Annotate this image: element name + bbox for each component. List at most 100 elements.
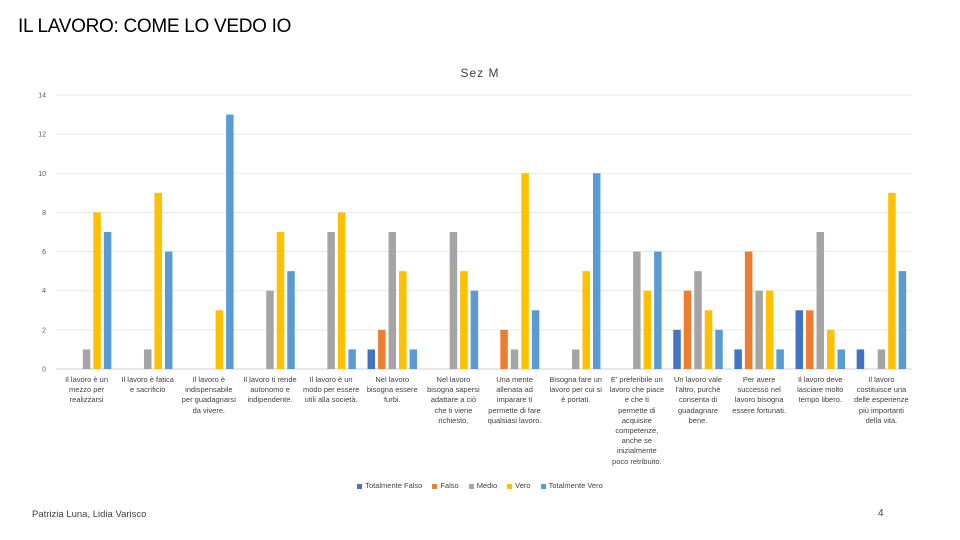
x-category-label: Per avere successo nel lavoro bisogna esser…	[728, 375, 790, 416]
bar-vero-2	[154, 192, 162, 369]
bar-vero-3	[215, 310, 224, 369]
bar-totalmente-vero-6	[409, 349, 418, 369]
x-category-label-line: Il lavoro è fatica	[121, 375, 174, 384]
chart-title: Sez M	[460, 66, 500, 80]
x-category-label-line: furbi.	[383, 395, 401, 405]
bar-vero-4	[276, 232, 285, 369]
x-category-label-line: Per avere	[742, 375, 776, 384]
x-category-label: Bisogna fare un lavoro per cui si è portat…	[545, 375, 607, 406]
x-category-label-line: inizialmente	[617, 446, 657, 456]
legend-label: Totalmente Falso	[365, 481, 423, 490]
x-category-label-line: bene.	[688, 415, 708, 425]
legend-label: Totalmente Vero	[548, 481, 603, 490]
x-category-label-line: e sacrificio	[129, 385, 166, 395]
bar-totalmente-vero-5	[348, 349, 356, 369]
x-category-label-line: permette di fare	[488, 405, 541, 415]
x-category-label-line: bisogna essere	[366, 385, 418, 395]
legend-swatch	[357, 483, 363, 489]
bar-totalmente-falso-6	[367, 349, 376, 369]
x-category-label: Il lavoro costituisce una delle esperienze…	[850, 375, 912, 426]
bar-totalmente-vero-4	[287, 271, 295, 369]
bar-medio-7	[449, 232, 458, 369]
y-tick-label: 6	[42, 249, 46, 256]
x-category-label-line: acquisire	[621, 415, 652, 425]
x-category-label: E' preferibile un lavoro che piace e che t…	[606, 375, 668, 467]
x-category-label: Nel lavoro bisogna essere furbi.	[361, 375, 423, 406]
legend-swatch	[540, 483, 546, 489]
x-category-label-line: realizzarsi	[69, 395, 104, 405]
x-category-label-line: tempo libero.	[798, 395, 842, 405]
legend-item: Totalmente Falso	[357, 481, 422, 490]
bar-vero-6	[399, 271, 407, 369]
x-category-label-line: qualsiasi lavoro.	[487, 415, 542, 425]
x-category-label-line: adattare a ciò	[430, 395, 477, 405]
bar-medio-9	[571, 349, 580, 369]
bar-totalmente-vero-1	[103, 232, 112, 369]
bar-totalmente-falso-11	[673, 329, 681, 369]
bar-falso-12	[744, 251, 753, 369]
y-tick-label: 2	[42, 327, 46, 334]
legend-swatch	[432, 483, 438, 489]
y-tick-label: 0	[42, 367, 46, 374]
x-category-label: Nel lavoro bisogna sapersi adattare a ciò c…	[422, 375, 484, 426]
bar-medio-6	[388, 232, 397, 369]
x-category-label-line: anche se	[621, 436, 653, 446]
bar-totalmente-vero-3	[226, 114, 234, 369]
x-category-label-line: per guadagnarsi	[181, 395, 236, 405]
x-category-label-line: E' preferibile un	[610, 375, 663, 384]
x-category-label: Una mente allenata ad imparare ti permette …	[484, 375, 546, 426]
x-category-label-line: lasciare molto	[797, 385, 844, 395]
bar-vero-12	[765, 290, 774, 369]
bar-totalmente-falso-13	[795, 310, 804, 369]
bar-medio-8	[510, 349, 519, 369]
x-category-label-line: l'altro, purchè	[675, 385, 721, 395]
y-tick-label: 4	[42, 288, 46, 295]
bar-medio-13	[816, 232, 825, 369]
bar-vero-10	[643, 290, 652, 369]
x-category-label-line: lavoro che piace	[609, 385, 665, 395]
x-category-label-line: Una mente	[496, 375, 533, 384]
x-category-label: Il lavoro è un modo per essere utili alla …	[300, 375, 362, 406]
x-category-label-line: Il lavoro	[868, 375, 895, 384]
x-category-label-line: allenata ad	[496, 385, 533, 395]
bar-totalmente-vero-12	[776, 349, 784, 369]
x-category-label-line: Nel lavoro	[375, 375, 410, 384]
bar-medio-1	[82, 349, 91, 369]
x-category-label-line: richiesto.	[438, 415, 469, 425]
x-category-label-line: successo nel	[737, 385, 781, 395]
x-category-label-line: imparare ti	[496, 395, 533, 405]
bar-medio-4	[266, 290, 274, 369]
x-category-label-line: Il lavoro deve	[797, 375, 843, 384]
bar-vero-13	[827, 329, 835, 369]
x-category-label-line: costituisce una	[856, 385, 907, 395]
bar-medio-11	[694, 271, 702, 369]
x-category-label: Il lavoro è un mezzo per realizzarsi	[56, 375, 118, 406]
x-category-label-line: modo per essere	[303, 385, 360, 395]
bar-falso-8	[500, 329, 508, 369]
bar-vero-11	[704, 310, 713, 369]
x-category-label-line: Il lavoro è un	[309, 375, 353, 384]
x-category-label-line: poco retribuito.	[612, 456, 662, 466]
x-category-label-line: lavoro bisogna	[734, 395, 784, 405]
x-category-label-line: guadagnare	[677, 405, 719, 415]
legend-item: Falso	[432, 481, 459, 490]
legend-item: Totalmente Vero	[540, 481, 603, 490]
legend-swatch	[468, 483, 474, 489]
bar-medio-10	[633, 251, 641, 369]
x-category-label-line: essere fortunati.	[732, 405, 787, 415]
x-category-label-line: mezzo per	[69, 385, 105, 395]
bar-totalmente-vero-2	[164, 251, 173, 369]
legend-label: Vero	[515, 481, 531, 490]
x-category-label-line: da vivere.	[192, 405, 226, 415]
x-category-label-line: autonomo e	[250, 385, 290, 395]
x-category-label-line: Il lavoro è un	[65, 375, 109, 384]
x-category-label-line: competenze,	[615, 426, 659, 436]
x-category-label: Il lavoro ti rende autonomo e indipendente…	[239, 375, 301, 406]
x-category-label: Il lavoro è indispensabile per guadagnarsi…	[178, 375, 240, 416]
chart-legend: Totalmente Falso Falso Medio Vero Totalmente…	[0, 481, 960, 490]
bar-vero-8	[521, 173, 529, 369]
bar-totalmente-vero-13	[837, 349, 846, 369]
x-category-label-line: Il lavoro è	[192, 375, 226, 384]
bar-totalmente-vero-8	[531, 310, 540, 369]
x-category-label-line: Bisogna fare un	[549, 375, 602, 384]
